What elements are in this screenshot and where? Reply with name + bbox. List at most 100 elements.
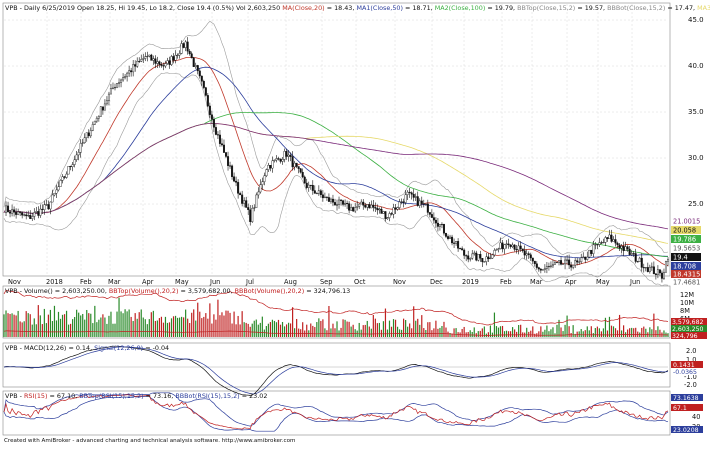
volume-bar [336,321,338,337]
candle-body [634,253,637,262]
volume-bar [362,325,364,337]
volume-bar [514,329,516,337]
candle-body [408,191,411,193]
candle-body [25,214,28,217]
candle-body [370,204,373,209]
volume-bar [544,329,546,337]
candle-body [53,193,56,196]
xaxis-label: Nov [393,278,406,286]
volume-bar [413,306,415,337]
volume-bar [616,330,619,337]
volume-bar [227,310,229,337]
volume-bar [540,326,542,337]
candle-body [475,252,478,261]
volume-bar [453,328,455,337]
candle-body [69,166,72,168]
candle-body [132,64,135,73]
volume-bar [154,320,156,337]
volume-bar [55,320,58,337]
volume-bar [334,328,336,337]
volume-bar [53,305,56,337]
macd-header-part-2: = -0.04 [143,344,169,352]
volume-bar [534,333,536,337]
candle-body [336,204,339,206]
candle-body [255,194,258,208]
label-bg-macd [671,361,703,368]
volume-bar [114,323,116,337]
volume-header-part-4: = 324,796.13 [304,287,350,295]
volume-bar [376,323,378,337]
volume-bar [505,330,508,337]
candle-body [55,189,58,194]
candle-body [491,254,494,259]
volume-bar [635,327,637,337]
volume-bar [207,318,209,337]
macd-line [3,345,669,397]
label-bg-volume [671,325,707,332]
volume-bar [211,323,213,337]
label-rsi: 67.1 [673,405,687,412]
candle-body [388,213,391,218]
volume-bar [388,320,391,337]
candle-body [247,207,250,210]
volume-ytick: 10M [680,299,694,307]
volume-bar [306,324,308,337]
volume-bar [386,329,389,337]
volume-bar [449,333,451,337]
volume-bar [417,318,419,337]
volume-bar [655,330,657,337]
volume-bar [265,326,267,337]
price-header-part-6: = 19.79, [485,4,517,12]
volume-bar [346,321,348,337]
candle-body [503,244,506,250]
volume-bar [392,319,395,337]
candle-body [422,203,425,205]
candle-body [457,241,460,249]
candle-body [15,211,18,215]
volume-bar [82,313,84,337]
candle-body [158,61,161,65]
candle-body [241,194,244,204]
volume-bar [467,332,469,337]
volume-bar [610,325,613,337]
candle-body [493,250,496,256]
volume-bar [122,313,124,337]
volume-bar [598,328,600,337]
candle-body [608,234,611,239]
candle-body [582,256,585,258]
candle-body [229,165,232,167]
candle-body [79,143,82,153]
volume-bar [528,331,530,337]
price-header-part-11: MA3(Close,150) [697,4,710,12]
candle-body [271,160,274,169]
candle-body [592,244,595,254]
candle-body [154,58,157,64]
volume-bar [39,315,41,337]
candle-body [428,212,431,215]
volume-bbands [3,289,669,336]
candle-body [7,205,10,213]
candle-body [626,246,629,250]
candle-body [562,263,565,265]
candle-body [93,120,96,125]
candle-body [537,267,540,270]
volume-bar [501,325,504,337]
candle-body [273,159,276,162]
candle-body [309,184,312,186]
macd-last-value-labels: 0.1431 -0.0365 [671,361,703,376]
candle-body [150,54,153,61]
rsi-lines [3,392,669,432]
volume-bar [193,309,195,337]
volume-bar [132,321,134,337]
volume-bar [181,316,183,337]
candle-body [220,143,223,146]
volume-bar [185,309,187,337]
volume-bar [378,322,380,337]
label-rsi-bbtop: 73.1638 [673,395,699,402]
candle-body [386,217,389,219]
candle-body [89,130,92,137]
volume-bar [9,314,11,337]
candle-body [313,190,316,194]
candle-body [87,132,90,137]
